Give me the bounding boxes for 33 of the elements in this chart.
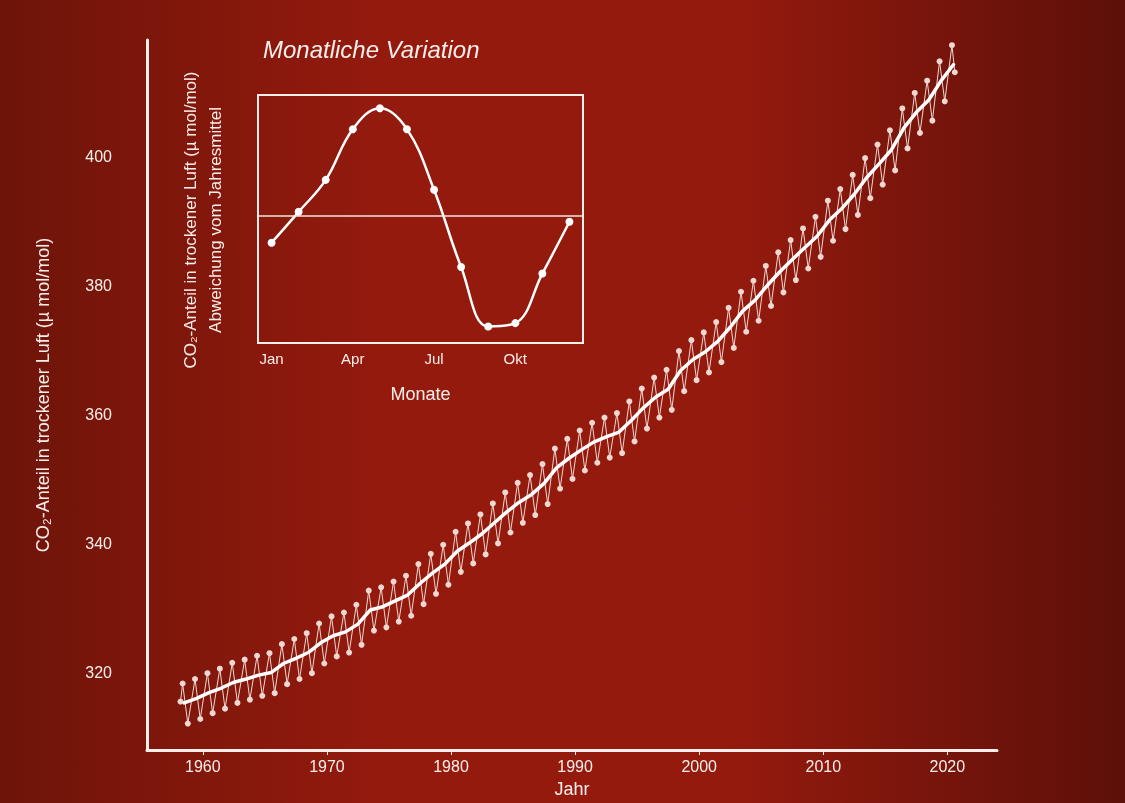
y-tick-label: 340	[85, 534, 113, 552]
y-tick-label: 400	[85, 147, 113, 165]
point	[511, 319, 520, 328]
x-tick-label: 1970	[309, 757, 345, 775]
x-tick-label: Jul	[424, 350, 444, 367]
point	[538, 269, 547, 278]
y-axis-title: CO₂-Anteil in trockener Luft (µ mol/mol)	[33, 237, 53, 553]
x-tick-label: Jan	[259, 350, 284, 367]
point	[321, 175, 330, 184]
point	[402, 125, 411, 134]
y-tick-label: 360	[85, 405, 113, 423]
x-tick-label: 2020	[929, 757, 966, 775]
x-tick-label: 2010	[805, 757, 842, 775]
point	[375, 104, 384, 113]
x-tick-label: 1960	[185, 757, 221, 775]
y-tick-label: 320	[85, 664, 113, 682]
x-tick-label: Apr	[341, 350, 365, 367]
point	[484, 322, 493, 331]
x-tick-label: 1990	[557, 757, 593, 775]
point	[457, 262, 466, 271]
point	[430, 185, 439, 194]
point	[348, 125, 357, 134]
x-tick-label: Okt	[503, 350, 528, 367]
chart-title: Monatliche Variation	[263, 35, 480, 63]
x-tick-label: 1980	[433, 757, 469, 775]
y-tick-label: 380	[85, 276, 113, 294]
x-axis-title: Monate	[390, 384, 451, 404]
point	[565, 217, 574, 226]
point	[294, 207, 303, 216]
x-tick-label: 2000	[681, 757, 718, 775]
x-axis-title: Jahr	[554, 779, 590, 799]
y-axis-title: CO₂-Anteil in trockener Luft (µ mol/mol) Abweichung vom Jahresmittel	[180, 71, 225, 369]
point	[267, 238, 276, 247]
